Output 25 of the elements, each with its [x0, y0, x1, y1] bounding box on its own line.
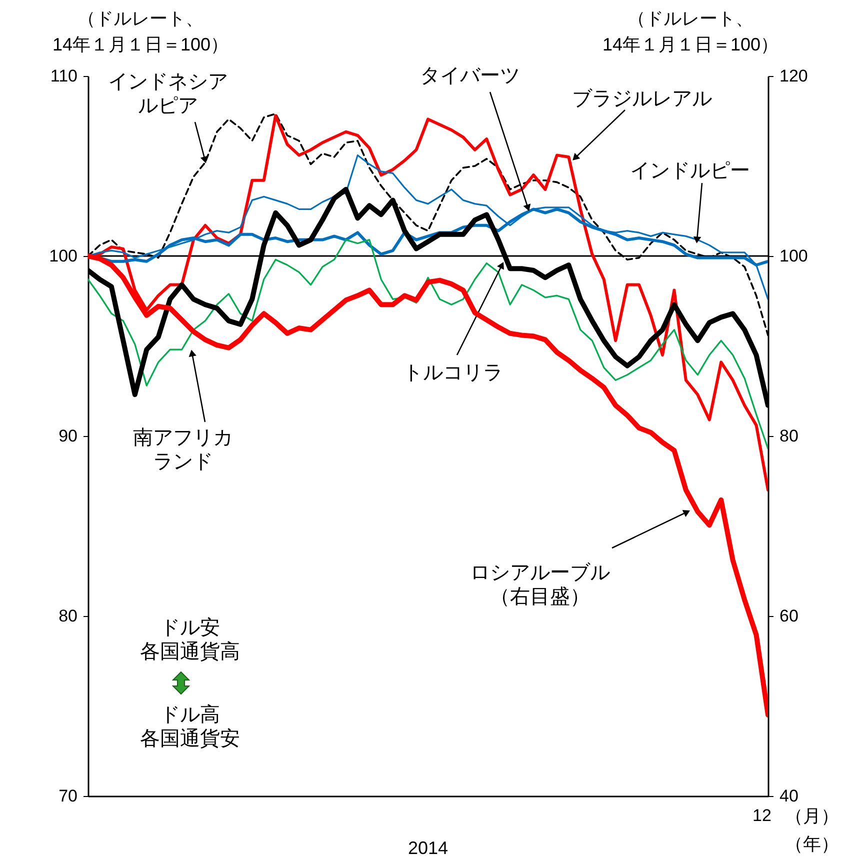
- y-tick-label: 110: [50, 66, 78, 86]
- annotation: トルコリラ: [403, 362, 503, 384]
- annotation: インドネシアルピア: [108, 71, 228, 117]
- text: （年）: [785, 834, 839, 854]
- annotation: タイバーツ: [420, 65, 520, 87]
- text: 12: [752, 806, 772, 825]
- annotation: ドル高各国通貨安: [140, 703, 240, 750]
- y-tick-label: 80: [58, 606, 78, 626]
- y2-tick-label: 120: [780, 66, 808, 86]
- y2-tick-label: 40: [780, 786, 798, 806]
- annotation: ブラジルレアル: [572, 88, 712, 110]
- text: 2014: [408, 838, 448, 858]
- annotation: ロシアルーブル（右目盛）: [470, 562, 610, 608]
- annotation: インドルピー: [630, 160, 750, 182]
- y2-tick-label: 80: [780, 426, 798, 446]
- y2-axis-title: （ドルレート、 14年１月１日＝100）: [602, 8, 779, 54]
- y-tick-label: 90: [58, 426, 78, 446]
- y2-tick-label: 100: [780, 246, 808, 266]
- y-axis-title: （ドルレート、 14年１月１日＝100）: [52, 8, 229, 54]
- annotation: 南アフリカランド: [133, 427, 233, 473]
- y-tick-label: 100: [49, 246, 78, 266]
- y2-tick-label: 60: [780, 606, 798, 626]
- annotation: ドル安各国通貨高: [140, 617, 240, 663]
- y-tick-label: 70: [58, 786, 78, 806]
- text: （月）: [785, 806, 839, 826]
